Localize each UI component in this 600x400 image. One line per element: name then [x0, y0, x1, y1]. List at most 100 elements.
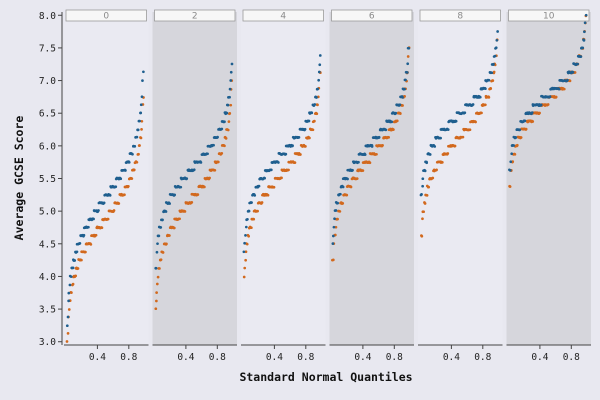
data-point-orange	[183, 210, 187, 213]
y-tick-label: 5.0	[39, 207, 56, 218]
x-tick-label: 0.4	[354, 352, 371, 363]
data-point-blue	[228, 87, 232, 91]
data-point-orange	[223, 144, 226, 148]
data-point-blue	[230, 62, 234, 66]
data-point-blue	[384, 128, 388, 132]
data-point-orange	[280, 176, 283, 180]
data-point-orange	[137, 152, 140, 156]
data-point-blue	[291, 144, 294, 147]
data-point-blue	[571, 70, 575, 74]
y-tick-label: 4.0	[39, 272, 56, 283]
panel-6: 6 0.4 0.8	[329, 9, 414, 363]
strip-box	[331, 9, 413, 22]
data-point-blue	[334, 209, 338, 212]
x-tick-label: 0.8	[563, 352, 580, 363]
data-point-blue	[284, 152, 288, 156]
data-point-orange	[381, 144, 384, 147]
data-point-blue	[548, 95, 552, 98]
data-point-orange	[425, 194, 429, 197]
data-point-blue	[508, 169, 512, 172]
x-tick-label: 0.4	[443, 352, 460, 363]
data-point-orange	[244, 258, 247, 262]
data-point-blue	[463, 111, 467, 115]
data-point-blue	[136, 128, 140, 132]
data-point-orange	[250, 226, 253, 230]
data-point-blue	[139, 103, 143, 107]
data-point-blue	[581, 46, 585, 50]
data-point-orange	[422, 210, 425, 214]
data-point-blue	[510, 152, 514, 156]
data-point-orange	[492, 70, 496, 74]
data-point-blue	[394, 111, 398, 115]
data-point-orange	[315, 112, 319, 116]
data-point-blue	[509, 160, 513, 164]
data-point-orange	[256, 209, 259, 213]
data-point-orange	[161, 251, 165, 254]
data-point-orange	[71, 282, 75, 286]
data-point-blue	[133, 144, 137, 148]
data-point-blue	[243, 241, 246, 245]
data-point-orange	[247, 234, 251, 238]
x-tick-label: 0.4	[266, 352, 283, 363]
data-point-blue	[66, 315, 70, 319]
y-tick-label: 7.5	[39, 43, 56, 54]
y-axis-title: Average GCSE Score	[12, 116, 26, 241]
strip-box	[419, 9, 501, 22]
data-point-orange	[67, 308, 71, 311]
data-point-blue	[370, 145, 374, 148]
data-point-blue	[428, 153, 432, 156]
data-point-blue	[512, 144, 515, 147]
data-point-orange	[531, 120, 535, 123]
data-point-blue	[421, 184, 424, 188]
data-point-blue	[557, 87, 561, 91]
data-point-orange	[423, 202, 427, 205]
x-tick-label: 0.8	[297, 352, 314, 363]
data-point-orange	[398, 112, 402, 115]
data-point-orange	[260, 201, 264, 204]
data-point-blue	[65, 324, 69, 328]
data-point-orange	[272, 185, 276, 189]
y-tick-label: 7.0	[39, 76, 56, 87]
data-point-blue	[398, 103, 402, 107]
data-point-blue	[135, 135, 139, 139]
data-point-blue	[297, 135, 301, 139]
data-point-blue	[492, 62, 495, 66]
x-tick-label: 0.8	[474, 352, 491, 363]
data-point-orange	[66, 332, 70, 335]
data-point-orange	[431, 176, 435, 180]
data-point-blue	[247, 209, 251, 213]
data-point-blue	[244, 225, 248, 229]
data-point-orange	[427, 185, 431, 189]
data-point-blue	[242, 250, 246, 254]
data-point-blue	[246, 217, 249, 221]
data-point-blue	[346, 177, 349, 181]
data-point-blue	[67, 299, 70, 303]
x-axis-title: Standard Normal Quantiles	[239, 370, 412, 384]
data-point-orange	[304, 145, 307, 148]
data-point-blue	[446, 128, 450, 131]
data-point-orange	[208, 176, 211, 180]
data-point-orange	[355, 177, 359, 180]
data-point-blue	[576, 62, 580, 66]
data-point-blue	[336, 201, 340, 205]
data-point-blue	[401, 96, 404, 99]
data-point-blue	[494, 46, 498, 50]
data-point-orange	[508, 185, 512, 189]
data-point-blue	[523, 119, 527, 123]
data-point-blue	[579, 55, 583, 58]
data-point-blue	[244, 233, 247, 237]
data-point-orange	[216, 160, 220, 164]
y-tick-label: 3.5	[39, 305, 56, 316]
data-point-blue	[514, 136, 518, 139]
data-point-orange	[244, 250, 248, 254]
data-point-orange	[573, 71, 577, 74]
data-point-blue	[179, 185, 183, 189]
data-point-orange	[489, 87, 493, 90]
data-point-blue	[341, 185, 345, 189]
data-point-blue	[317, 78, 321, 82]
data-point-orange	[227, 120, 231, 124]
data-point-blue	[185, 177, 189, 180]
data-point-blue	[229, 70, 233, 74]
data-point-blue	[67, 291, 71, 295]
